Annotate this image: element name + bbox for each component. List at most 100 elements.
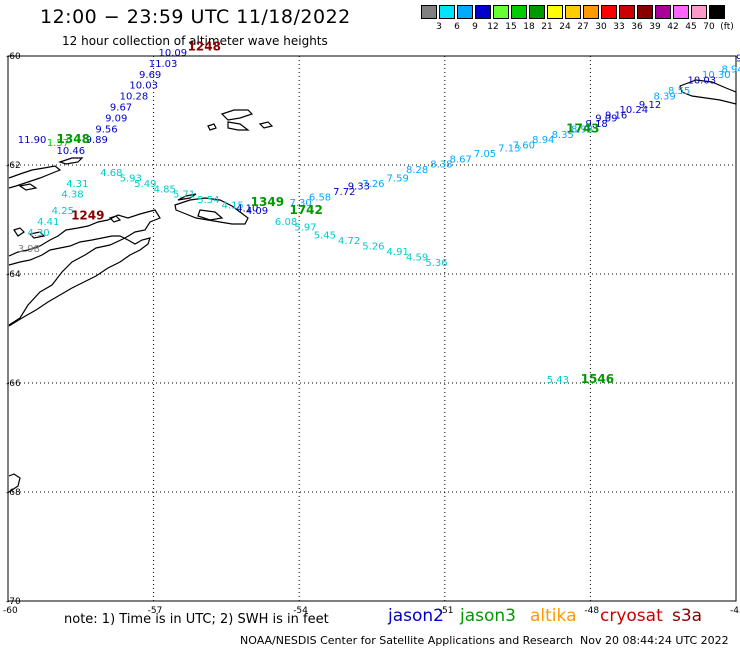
legend-swatch bbox=[619, 5, 635, 19]
latitude-label: -62 bbox=[6, 161, 21, 171]
wave-height-value: 9.09 bbox=[105, 113, 127, 124]
wave-height-value: 5.45 bbox=[314, 231, 336, 242]
coastline bbox=[8, 79, 737, 493]
legend-swatch bbox=[457, 5, 473, 19]
wave-height-value: 5.97 bbox=[294, 222, 316, 233]
wave-height-value: 3.98 bbox=[18, 244, 40, 255]
longitude-label: -57 bbox=[148, 606, 163, 616]
wave-height-value: 8.39 bbox=[653, 92, 675, 103]
wave-height-value: 10.30 bbox=[702, 70, 731, 81]
legend-label: 36 bbox=[631, 22, 643, 32]
legend-swatch bbox=[475, 5, 491, 19]
wave-height-value: 10.03 bbox=[129, 81, 158, 92]
wave-height-value: 4.31 bbox=[66, 179, 88, 190]
legend-label: 12 bbox=[487, 22, 499, 32]
legend-s3a: s3a bbox=[672, 606, 703, 626]
legend-label: 24 bbox=[559, 22, 571, 32]
map-subtitle: 12 hour collection of altimeter wave hei… bbox=[62, 34, 328, 48]
longitude-label: -54 bbox=[293, 606, 308, 616]
longitude-label: -45 bbox=[730, 606, 740, 616]
wave-height-value: 7.72 bbox=[333, 187, 355, 198]
wave-height-value: 9.18 bbox=[586, 119, 608, 130]
pass-time-label: 1248 bbox=[188, 40, 221, 54]
pass-time-label: 1348 bbox=[57, 132, 90, 146]
wave-height-value: 4.85 bbox=[154, 184, 176, 195]
wave-height-value: 11.90 bbox=[18, 135, 47, 146]
pass-time-label: 1742 bbox=[289, 203, 322, 217]
legend-label: 3 bbox=[436, 22, 442, 32]
legend-label: 39 bbox=[649, 22, 661, 32]
wave-height-value: 5.49 bbox=[134, 179, 156, 190]
wave-height-value: 5.43 bbox=[547, 375, 569, 386]
wave-height-value: 9.89 bbox=[86, 135, 108, 146]
legend-label: 15 bbox=[505, 22, 517, 32]
latitude-label: -64 bbox=[6, 270, 21, 280]
pass-time-label: 1349 bbox=[251, 195, 284, 209]
wave-height-value: 9.16 bbox=[605, 111, 627, 122]
note-text: note: 1) Time is in UTC; 2) SWH is in fe… bbox=[64, 612, 329, 627]
wave-height-value: 4.59 bbox=[406, 252, 428, 263]
wave-height-value: 8.38 bbox=[430, 160, 452, 171]
wave-height-value: 8.55 bbox=[668, 86, 690, 97]
wave-height-value: 4.15 bbox=[222, 201, 244, 212]
wave-height-value: 8.94 bbox=[721, 64, 740, 75]
latitude-label: -68 bbox=[6, 488, 21, 498]
longitude-label: -51 bbox=[439, 606, 454, 616]
legend-swatch bbox=[529, 5, 545, 19]
pass-time-labels: 1248 1348 1249 1349 1742 1743 1546 bbox=[57, 40, 615, 386]
legend-label: 9 bbox=[472, 22, 478, 32]
wave-height-value: 8.67 bbox=[450, 154, 472, 165]
legend-swatch bbox=[565, 5, 581, 19]
wave-height-value: 9.69 bbox=[139, 70, 161, 81]
wave-height-value: 4.30 bbox=[27, 228, 49, 239]
wave-height-value: 9.09 bbox=[595, 113, 617, 124]
wave-height-value: 7.60 bbox=[513, 141, 535, 152]
wave-height-value: 8.94 bbox=[532, 135, 554, 146]
legend-label: 33 bbox=[613, 22, 625, 32]
wave-height-value: 6.58 bbox=[309, 192, 331, 203]
pass-time-label: 1743 bbox=[566, 121, 599, 135]
legend-jason2: jason2 bbox=[388, 606, 444, 626]
wave-height-value: 10.24 bbox=[620, 105, 649, 116]
pass-time-label: 1546 bbox=[581, 372, 614, 386]
wave-height-value: 5.93 bbox=[120, 173, 142, 184]
legend-label: 18 bbox=[523, 22, 535, 32]
legend-label: (ft) bbox=[720, 22, 734, 32]
credit-text: NOAA/NESDIS Center for Satellite Applica… bbox=[240, 634, 574, 647]
legend-swatch bbox=[601, 5, 617, 19]
wave-height-value: 5.71 bbox=[173, 190, 195, 201]
wave-height-value: 4.41 bbox=[37, 217, 59, 228]
wave-height-value: 11.03 bbox=[149, 59, 178, 70]
legend-jason3: jason3 bbox=[460, 606, 516, 626]
map-title: 12:00 − 23:59 UTC 11/18/2022 bbox=[40, 6, 351, 28]
wave-height-value: 9.12 bbox=[639, 100, 661, 111]
legend-cryosat: cryosat bbox=[600, 606, 663, 626]
pass-time-label: 1249 bbox=[71, 209, 104, 223]
wave-height-value: 9.56 bbox=[95, 124, 117, 135]
wave-height-value: 4.72 bbox=[338, 236, 360, 247]
wave-height-value: 9.33 bbox=[348, 182, 370, 193]
legend-label: 27 bbox=[577, 22, 589, 32]
legend-altika: altika bbox=[530, 606, 577, 626]
legend-label: 42 bbox=[667, 22, 679, 32]
map-frame bbox=[7, 55, 737, 602]
wave-height-value: 10.09 bbox=[158, 48, 187, 59]
altimeter-tracks: 10.0911.039.6910.0310.289.679.099.569.89… bbox=[18, 48, 740, 386]
wave-height-value: 7.30 bbox=[289, 198, 311, 209]
latitude-label: -66 bbox=[6, 379, 21, 389]
corner-label: -60 bbox=[3, 606, 18, 616]
wave-height-value: 4.38 bbox=[61, 190, 83, 201]
wave-height-value: 9.67 bbox=[110, 103, 132, 114]
wave-height-value: 5.36 bbox=[425, 258, 447, 269]
wave-height-value: 4.09 bbox=[246, 206, 268, 217]
generated-timestamp: Nov 20 08:44:24 UTC 2022 bbox=[580, 634, 729, 647]
wave-height-value: 8.98 bbox=[571, 124, 593, 135]
latitude-label: -60 bbox=[6, 52, 21, 62]
latitude-label: -70 bbox=[6, 597, 21, 607]
legend-label: 45 bbox=[685, 22, 697, 32]
wave-height-value: 5.54 bbox=[197, 195, 219, 206]
legend-swatch bbox=[421, 5, 437, 19]
wave-height-value: 4.25 bbox=[52, 206, 74, 217]
graticule bbox=[8, 56, 736, 601]
legend-swatch bbox=[583, 5, 599, 19]
